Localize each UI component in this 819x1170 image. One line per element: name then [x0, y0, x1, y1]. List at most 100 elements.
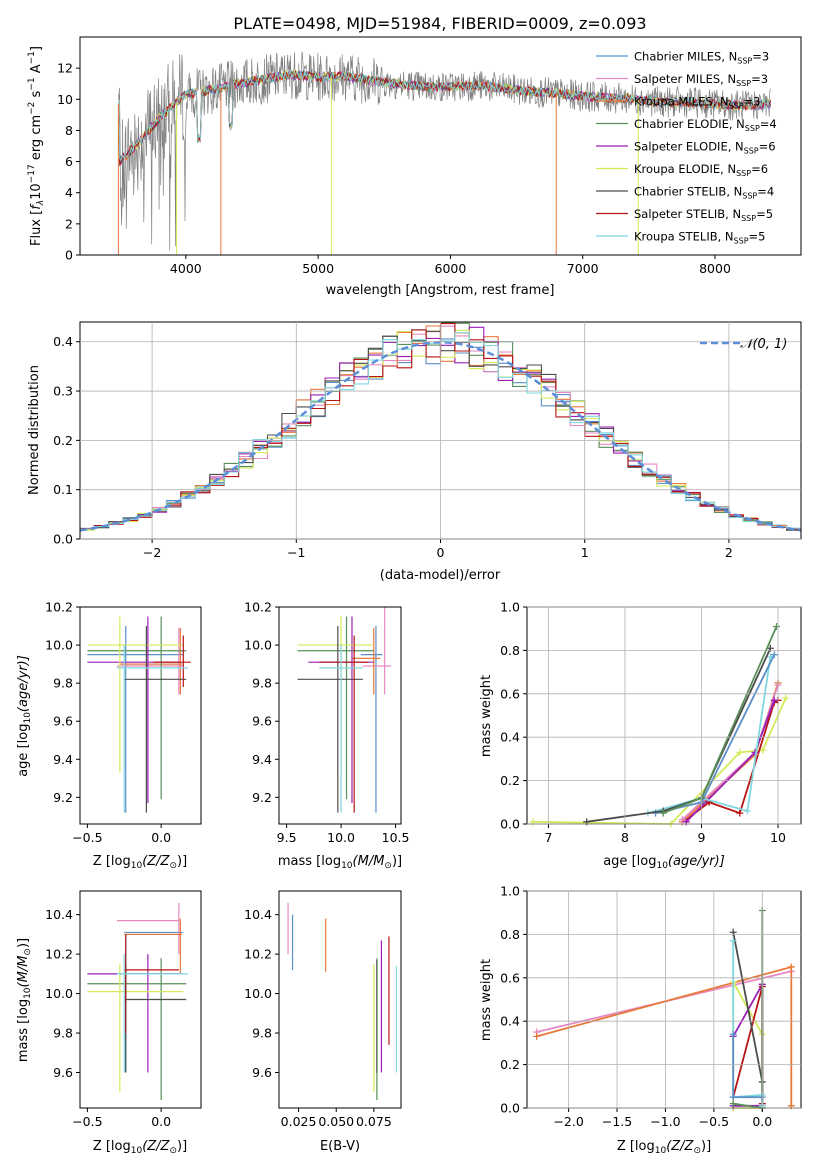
y-tick-label: 9.2	[53, 790, 73, 805]
x-tick-label: 8000	[699, 261, 731, 276]
y-tick-label: 10	[57, 92, 73, 107]
legend-label-kroupa_stelib: Kroupa STELIB, NSSP=5	[634, 230, 765, 246]
weight-marker-kroupa_elodie	[759, 746, 767, 754]
z-weight-frame	[526, 890, 802, 1109]
z-mass-xlabel: Z [log10(Z/Z⊙)]	[93, 1139, 187, 1156]
x-tick-label: 10.0	[327, 830, 355, 845]
legend-label-n: =4	[757, 185, 774, 199]
histogram-axes: −2 −1 0 1 2 0.0 0.1 0.2 0.3 0.4	[53, 322, 801, 560]
histogram-panel: −2 −1 0 1 2 0.0 0.1 0.2 0.3 0.4 (data-model)/erro…	[27, 321, 802, 583]
legend-label-n: =4	[760, 117, 777, 131]
histogram-legend: 𝒩(0, 1)	[700, 337, 787, 352]
weight-marker-kroupa_elodie	[736, 748, 744, 756]
y-tick-label: 10.4	[244, 907, 272, 922]
legend-label-salpeter_miles: Salpeter MILES, NSSP=3	[634, 72, 768, 88]
y-tick-label: 8	[65, 123, 73, 138]
legend-label-sub: SSP	[741, 214, 756, 223]
x-tick-label: 0.025	[281, 1114, 317, 1129]
weight-marker-kroupa_miles	[787, 963, 795, 971]
x-tick-label: 8	[621, 830, 629, 845]
weight-marker-chabrier_elodie	[659, 809, 667, 817]
weight-line-chabrier_stelib	[586, 647, 772, 823]
legend-label-text: Chabrier STELIB, N	[634, 185, 742, 199]
z-weight-axes: −2.0 −1.5 −1.0 −0.5 0.0 0.0 0.2 0.4 0.6 0.8 1.0	[500, 884, 801, 1129]
y-tick-label: 0	[65, 248, 73, 263]
x-tick-label: 0.0	[151, 1114, 171, 1129]
age-weight-panel: 7 8 9 10 0.0 0.2 0.4 0.6 0.8 1.0 age [log10(age/y…	[479, 600, 802, 871]
age-weight-frame	[526, 606, 802, 825]
y-tick-label: 9.6	[252, 1065, 272, 1080]
x-tick-label: 2	[725, 545, 733, 560]
legend-label-sub: SSP	[745, 124, 760, 133]
weight-marker-chabrier_miles	[729, 1093, 737, 1101]
y-tick-label: 9.6	[252, 714, 272, 729]
legend-label-sub: SSP	[736, 79, 751, 88]
y-tick-label: 10.2	[244, 947, 272, 962]
weight-marker-kroupa_stelib	[743, 807, 751, 815]
x-tick-label: −1.5	[602, 1114, 632, 1129]
z-age-frame	[79, 606, 202, 825]
z-age-panel: −0.5 0.0 9.2 9.4 9.6 9.8 10.0 10.2 Z [log10(Z/Z…	[16, 600, 202, 871]
spectrum-xlabel: wavelength [Angstrom, rest frame]	[326, 283, 555, 298]
weight-marker-salpeter_elodie	[770, 696, 778, 704]
legend-label-chabrier_stelib: Chabrier STELIB, NSSP=4	[634, 185, 774, 201]
mass-age-xlabel: mass [log10(M/M⊙)]	[278, 854, 402, 871]
age-weight-plot-area	[529, 623, 790, 828]
legend-label-chabrier_elodie: Chabrier ELODIE, NSSP=4	[634, 117, 777, 133]
y-tick-label: 0.0	[500, 1101, 520, 1116]
x-tick-label: 1	[581, 545, 589, 560]
y-tick-label: 0.1	[53, 482, 73, 497]
y-tick-label: 9.6	[53, 714, 73, 729]
x-tick-label: 0	[437, 545, 445, 560]
y-tick-label: 0.0	[53, 532, 73, 547]
x-tick-label: −1	[287, 545, 305, 560]
legend-label-chabrier_miles: Chabrier MILES, NSSP=3	[634, 50, 769, 66]
z-mass-plot-area	[87, 902, 188, 1101]
legend-label-text: Chabrier MILES, N	[634, 50, 737, 64]
y-tick-label: 10.2	[45, 947, 73, 962]
legend-label-text: Salpeter ELODIE, N	[634, 140, 744, 154]
ebv-mass-xlabel: E(B-V)	[320, 1139, 360, 1154]
legend-label-n: =3	[751, 72, 768, 86]
age-weight-xlabel: age [log10(age/yr)]	[603, 854, 725, 871]
age-weight-ylabel: mass weight	[479, 675, 494, 757]
weight-marker-salpeter_miles	[678, 816, 686, 824]
y-tick-label: 0.8	[500, 643, 520, 658]
y-tick-label: 10.0	[45, 638, 73, 653]
y-tick-label: 9.2	[252, 790, 272, 805]
z-age-xlabel: Z [log10(Z/Z⊙)]	[93, 854, 187, 871]
ebv-mass-panel: 0.025 0.050 0.075 9.6 9.8 10.0 10.2 10.4 E(B-V)	[244, 890, 402, 1154]
x-tick-label: −2	[143, 545, 161, 560]
x-tick-label: −2.0	[553, 1114, 583, 1129]
weight-marker-chabrier_elodie	[773, 623, 781, 631]
x-tick-label: −0.5	[699, 1114, 729, 1129]
z-mass-ylabel: mass [log10(M/M⊙)]	[16, 938, 33, 1062]
y-tick-label: 4	[65, 185, 73, 200]
z-weight-plot-area	[533, 907, 795, 1112]
z-age-ylabel: age [log10(age/yr)]	[16, 655, 33, 777]
y-tick-label: 0.3	[53, 384, 73, 399]
y-tick-label: 0.0	[500, 817, 520, 832]
weight-marker-kroupa_miles	[533, 1032, 541, 1040]
x-tick-label: 0.0	[752, 1114, 772, 1129]
legend-label-kroupa_elodie: Kroupa ELODIE, NSSP=6	[634, 162, 768, 178]
y-tick-label: 9.4	[252, 752, 272, 767]
ebv-mass-axes: 0.025 0.050 0.075 9.6 9.8 10.0 10.2 10.4	[244, 907, 392, 1129]
y-tick-label: 10.0	[244, 638, 272, 653]
y-tick-label: 9.8	[252, 676, 272, 691]
mass-age-frame	[278, 606, 402, 825]
weight-marker-kroupa_elodie	[782, 694, 790, 702]
y-tick-label: 2	[65, 216, 73, 231]
x-tick-label: 9	[698, 830, 706, 845]
legend-label-n: =3	[752, 50, 769, 64]
y-tick-label: 0.4	[53, 334, 73, 349]
legend-label-n: =3	[744, 95, 761, 109]
legend-label-text: Kroupa MILES, N	[634, 95, 729, 109]
age-weight-axes: 7 8 9 10 0.0 0.2 0.4 0.6 0.8 1.0	[500, 600, 801, 845]
x-tick-label: 7	[544, 830, 552, 845]
y-tick-label: 10.0	[244, 986, 272, 1001]
y-tick-label: 9.8	[53, 1026, 73, 1041]
spectrum-title: PLATE=0498, MJD=51984, FIBERID=0009, z=0…	[233, 14, 646, 33]
weight-marker-salpeter_stelib	[736, 809, 744, 817]
mass-age-panel: 9.5 10.0 10.5 9.2 9.4 9.6 9.8 10.0 10.2 mass [lo…	[244, 600, 409, 872]
